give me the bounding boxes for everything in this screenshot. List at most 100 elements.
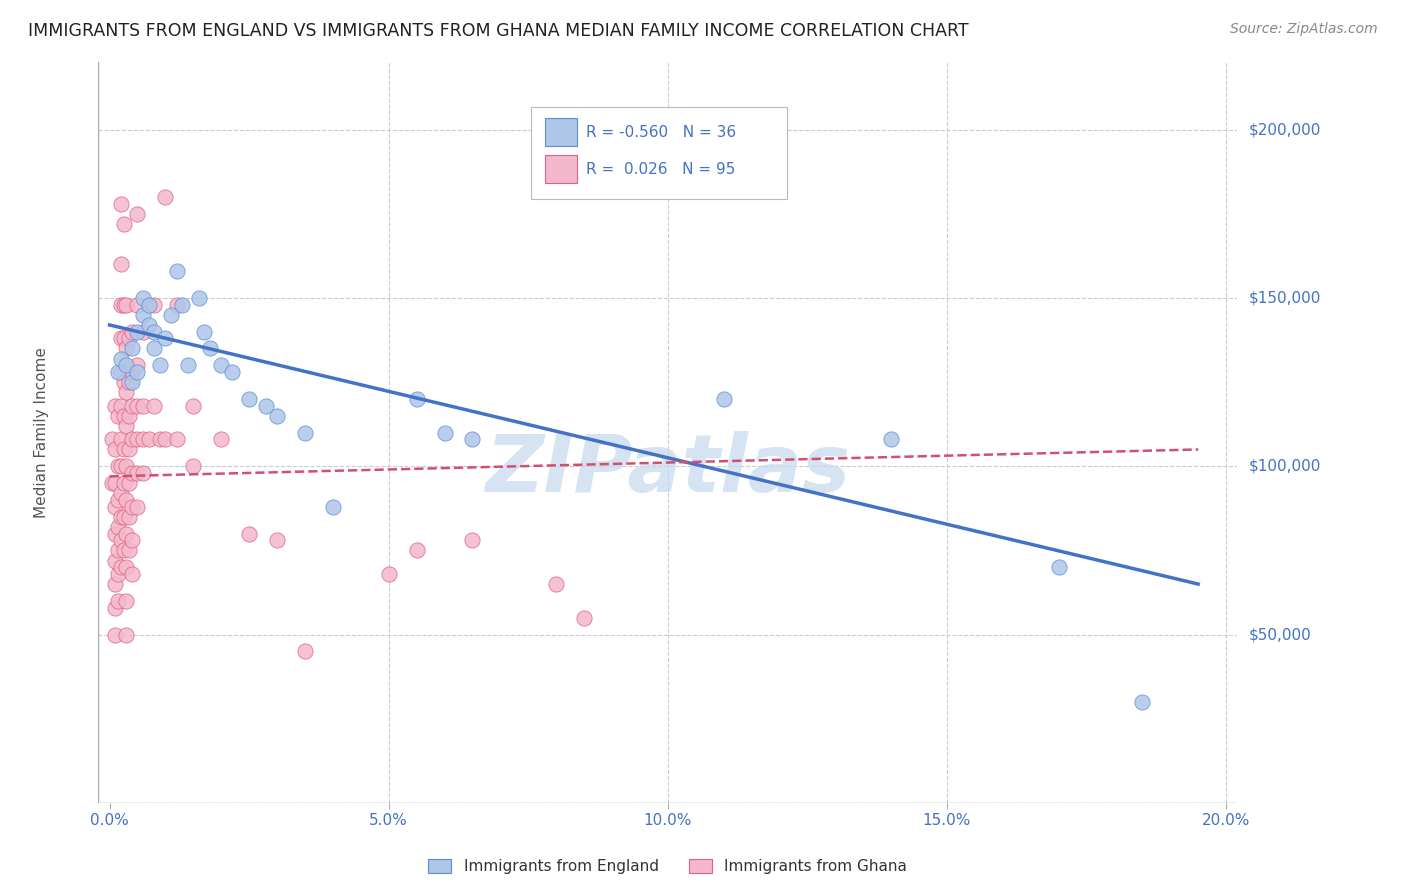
- Point: [121, 325, 143, 339]
- Point: [121, 399, 143, 413]
- Point: [110, 533, 132, 548]
- Point: [127, 500, 149, 514]
- Point: [110, 459, 132, 474]
- Point: [110, 331, 132, 345]
- Point: [209, 433, 232, 447]
- Point: [110, 351, 132, 366]
- Point: [121, 433, 143, 447]
- Point: [132, 433, 155, 447]
- Point: [138, 318, 160, 332]
- Point: [221, 365, 243, 379]
- Point: [112, 442, 135, 457]
- Bar: [546, 118, 576, 146]
- Point: [546, 577, 568, 591]
- Point: [115, 560, 138, 574]
- Point: [121, 375, 143, 389]
- Point: [110, 399, 132, 413]
- Point: [118, 476, 141, 491]
- Point: [104, 600, 127, 615]
- Point: [110, 486, 132, 500]
- Point: [127, 359, 149, 373]
- Point: [155, 331, 177, 345]
- Point: [294, 425, 316, 440]
- Point: [112, 217, 135, 231]
- Point: [112, 543, 135, 558]
- Point: [112, 509, 135, 524]
- Text: $200,000: $200,000: [1249, 122, 1320, 137]
- Point: [166, 298, 188, 312]
- Text: R = -0.560   N = 36: R = -0.560 N = 36: [586, 125, 735, 139]
- Point: [115, 594, 138, 608]
- Point: [209, 359, 232, 373]
- Point: [713, 392, 735, 406]
- Point: [127, 298, 149, 312]
- Point: [143, 298, 166, 312]
- Point: [101, 433, 124, 447]
- Text: $50,000: $50,000: [1249, 627, 1312, 642]
- Point: [107, 459, 129, 474]
- Point: [110, 298, 132, 312]
- Point: [107, 520, 129, 534]
- Point: [121, 566, 143, 581]
- Point: [121, 342, 143, 356]
- Point: [118, 409, 141, 423]
- Point: [118, 509, 141, 524]
- Bar: [546, 155, 576, 183]
- Point: [149, 433, 172, 447]
- Point: [132, 399, 155, 413]
- Point: [405, 543, 427, 558]
- Text: ZIPatlas: ZIPatlas: [485, 431, 851, 508]
- Point: [107, 492, 129, 507]
- Point: [115, 459, 138, 474]
- Point: [238, 526, 260, 541]
- Point: [115, 526, 138, 541]
- Point: [183, 459, 205, 474]
- Point: [254, 399, 277, 413]
- Point: [115, 418, 138, 433]
- Point: [138, 433, 160, 447]
- Point: [115, 627, 138, 641]
- Point: [110, 365, 132, 379]
- Point: [461, 533, 484, 548]
- Point: [187, 291, 209, 305]
- Point: [112, 331, 135, 345]
- Point: [183, 399, 205, 413]
- Point: [118, 442, 141, 457]
- Point: [121, 365, 143, 379]
- Point: [127, 365, 149, 379]
- Point: [121, 466, 143, 480]
- Point: [107, 543, 129, 558]
- Point: [104, 627, 127, 641]
- Point: [322, 500, 344, 514]
- Point: [127, 433, 149, 447]
- Point: [107, 594, 129, 608]
- Point: [266, 533, 288, 548]
- Point: [1130, 695, 1153, 709]
- Point: [238, 392, 260, 406]
- Point: [110, 433, 132, 447]
- Point: [112, 375, 135, 389]
- Text: R =  0.026   N = 95: R = 0.026 N = 95: [586, 161, 735, 177]
- Point: [127, 466, 149, 480]
- Point: [115, 342, 138, 356]
- Point: [115, 298, 138, 312]
- Text: Source: ZipAtlas.com: Source: ZipAtlas.com: [1230, 22, 1378, 37]
- Point: [166, 264, 188, 278]
- Point: [143, 342, 166, 356]
- Point: [405, 392, 427, 406]
- Point: [143, 325, 166, 339]
- Point: [198, 342, 221, 356]
- Point: [193, 325, 215, 339]
- Point: [104, 577, 127, 591]
- Text: $100,000: $100,000: [1249, 458, 1320, 474]
- Point: [107, 566, 129, 581]
- Point: [138, 298, 160, 312]
- Legend: Immigrants from England, Immigrants from Ghana: Immigrants from England, Immigrants from…: [422, 853, 914, 880]
- Point: [110, 196, 132, 211]
- Point: [121, 533, 143, 548]
- Point: [149, 359, 172, 373]
- Point: [118, 375, 141, 389]
- Point: [461, 433, 484, 447]
- Bar: [531, 107, 787, 200]
- Point: [101, 476, 124, 491]
